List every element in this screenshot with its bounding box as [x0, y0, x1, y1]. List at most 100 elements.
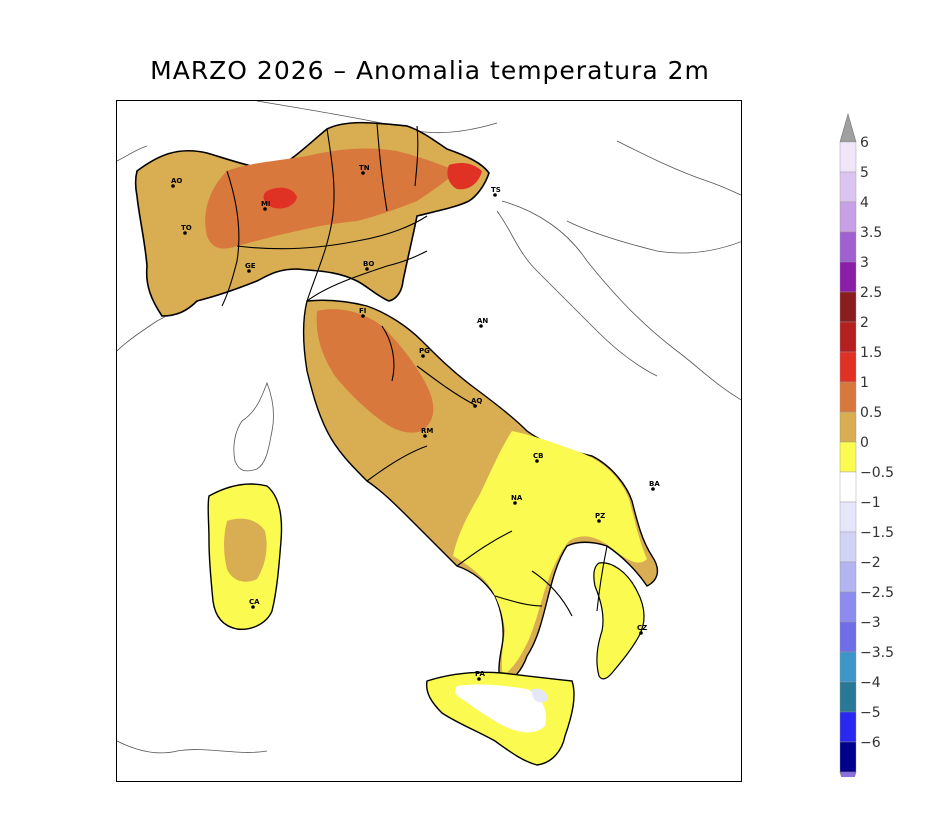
colorbar-under-triangle [839, 771, 857, 777]
city-dot-pa [477, 677, 481, 681]
colorbar-over-triangle [839, 112, 857, 143]
colorbar-swatch [839, 351, 857, 383]
map-canvas: AO TO MI TN TS GE BO FI AN PG AQ RM CB N… [117, 101, 741, 766]
city-label-bo: BO [363, 260, 374, 268]
city-markers: AO TO MI TN TS GE BO FI AN PG AQ RM CB N… [171, 164, 660, 681]
map-title: MARZO 2026 – Anomalia temperatura 2m [150, 56, 710, 85]
city-label-ge: GE [245, 262, 256, 270]
colorbar-tick-label: 0 [860, 435, 869, 451]
colorbar-swatch [839, 291, 857, 323]
colorbar-tick-label: 3.5 [860, 225, 882, 241]
colorbar-tick-label: 2.5 [860, 285, 882, 301]
colorbar-tick-label: −3.5 [860, 645, 894, 661]
city-dot-na [513, 501, 517, 505]
city-dot-mi [263, 207, 267, 211]
colorbar-swatch [839, 501, 857, 533]
calabria-fill [593, 562, 645, 680]
colorbar-tick-label: −6 [860, 735, 881, 751]
sardinia-orange [224, 518, 267, 582]
city-dot-cb [535, 459, 539, 463]
city-dot-ca [251, 605, 255, 609]
city-label-ba: BA [649, 480, 660, 488]
colorbar-legend: 6 5 4 3.5 3 2.5 2 1.5 1 0.5 0 −0.5 −1 −1.5 −2 −2.5 −3 −3.… [839, 112, 894, 777]
city-dot-pg [421, 354, 425, 358]
city-label-ao: AO [171, 177, 182, 185]
city-dot-to [183, 231, 187, 235]
city-label-pa: PA [475, 670, 485, 678]
city-label-cb: CB [533, 452, 543, 460]
colorbar-tick-label: 1.5 [860, 345, 882, 361]
colorbar-swatch [839, 231, 857, 263]
city-dot-aq [473, 404, 477, 408]
sicily-lavender [531, 688, 548, 703]
north-italy-orange [205, 148, 457, 249]
central-orange [316, 309, 434, 433]
colorbar-swatch [839, 141, 857, 173]
city-label-ca: CA [249, 598, 260, 606]
city-dot-ba [651, 487, 655, 491]
colorbar-swatch [839, 681, 857, 713]
city-label-aq: AQ [471, 397, 482, 405]
region-boundaries [221, 122, 608, 617]
lombardy-red [263, 187, 297, 209]
colorbar-swatch [839, 591, 857, 623]
city-label-cz: CZ [637, 624, 647, 632]
colorbar-tick-label: −4 [860, 675, 881, 691]
colorbar-swatch [839, 711, 857, 743]
map-frame: AO TO MI TN TS GE BO FI AN PG AQ RM CB N… [116, 100, 742, 782]
friuli-red [447, 163, 482, 190]
colorbar-tick-label: 6 [860, 135, 869, 151]
colorbar-swatch [839, 441, 857, 473]
colorbar-swatch [839, 261, 857, 293]
colorbar-tick-label: −0.5 [860, 465, 894, 481]
colorbar-tick-label: −3 [860, 615, 881, 631]
south-yellow [453, 431, 647, 676]
colorbar-tick-label: 2 [860, 315, 869, 331]
city-dot-fi [361, 314, 365, 318]
sicily-white [454, 684, 547, 733]
colorbar-labels: 6 5 4 3.5 3 2.5 2 1.5 1 0.5 0 −0.5 −1 −1.5 −2 −2.5 −3 −3.… [860, 135, 894, 751]
colorbar-swatch [839, 411, 857, 443]
city-label-na: NA [511, 494, 523, 502]
city-dot-ts [493, 193, 497, 197]
colorbar-tick-label: 5 [860, 165, 869, 181]
city-dot-pz [597, 519, 601, 523]
anomaly-field [134, 121, 659, 766]
colorbar-swatch [839, 621, 857, 653]
city-label-fi: FI [359, 307, 366, 315]
colorbar-tick-label: −2 [860, 555, 881, 571]
colorbar-tick-label: −1 [860, 495, 881, 511]
colorbar-swatch [839, 321, 857, 353]
colorbar-swatch [839, 471, 857, 503]
city-label-ts: TS [491, 186, 501, 194]
colorbar-tick-label: −2.5 [860, 585, 894, 601]
city-label-tn: TN [359, 164, 370, 172]
colorbar-tick-label: 1 [860, 375, 869, 391]
city-label-mi: MI [261, 200, 271, 208]
colorbar-swatch [839, 381, 857, 413]
colorbar-swatch [839, 651, 857, 683]
neighbor-coastlines [117, 101, 741, 754]
colorbar-tick-label: 3 [860, 255, 869, 271]
colorbar-tick-label: 0.5 [860, 405, 882, 421]
city-dot-ao [171, 184, 175, 188]
city-dot-tn [361, 171, 365, 175]
city-label-pz: PZ [595, 512, 605, 520]
colorbar-tick-label: −5 [860, 705, 881, 721]
colorbar-swatch [839, 171, 857, 203]
colorbar-swatches [839, 112, 857, 777]
colorbar-tick-label: −1.5 [860, 525, 894, 541]
city-dot-rm [423, 434, 427, 438]
city-label-to: TO [181, 224, 192, 232]
colorbar-swatch [839, 741, 857, 773]
city-dot-bo [365, 267, 369, 271]
city-label-rm: RM [421, 427, 433, 435]
city-dot-an [479, 324, 483, 328]
colorbar-swatch [839, 531, 857, 563]
city-dot-cz [639, 631, 643, 635]
colorbar-swatch [839, 201, 857, 233]
colorbar-tick-label: 4 [860, 195, 869, 211]
city-label-an: AN [477, 317, 488, 325]
city-dot-ge [247, 269, 251, 273]
colorbar-swatch [839, 561, 857, 593]
